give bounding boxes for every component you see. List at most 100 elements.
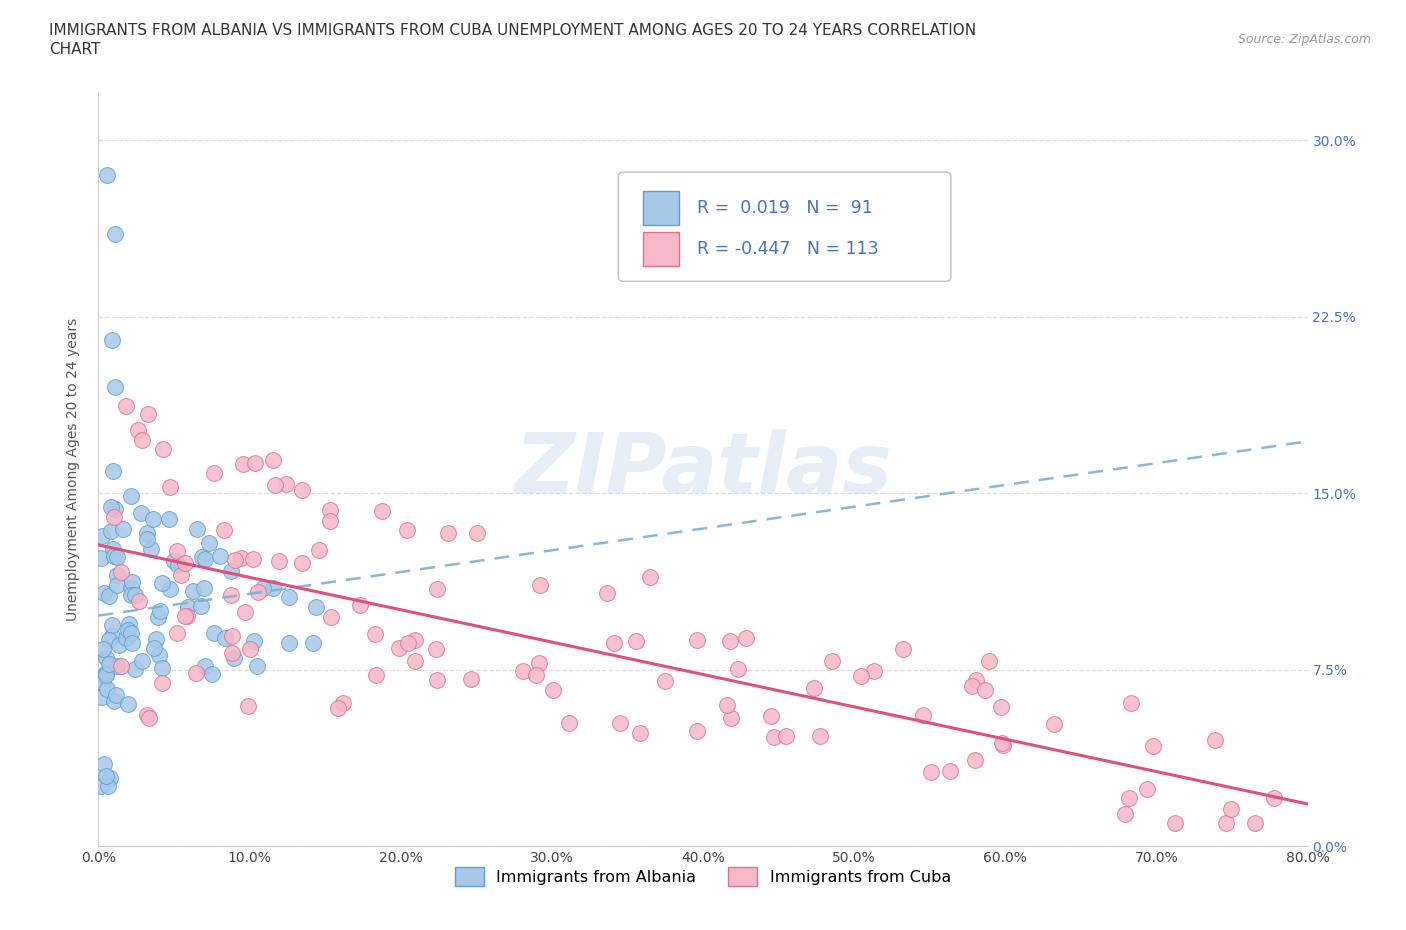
Point bbox=[100, 524, 122, 538]
Point bbox=[1043, 716, 1066, 731]
Point bbox=[166, 544, 188, 559]
Point bbox=[136, 525, 159, 540]
Point bbox=[135, 708, 157, 723]
Point bbox=[90, 551, 112, 565]
Point bbox=[425, 642, 447, 657]
Point bbox=[326, 700, 349, 715]
Point bbox=[157, 512, 180, 527]
Point bbox=[104, 502, 127, 517]
Point bbox=[150, 661, 173, 676]
Point bbox=[110, 565, 132, 579]
Point bbox=[718, 633, 741, 648]
Point bbox=[233, 604, 256, 619]
Point bbox=[529, 656, 551, 671]
Point bbox=[965, 753, 987, 768]
Point bbox=[104, 687, 127, 702]
Point bbox=[131, 432, 153, 447]
Point bbox=[93, 757, 115, 772]
Point bbox=[763, 729, 786, 744]
Point bbox=[821, 654, 844, 669]
Point bbox=[1204, 733, 1226, 748]
Point bbox=[93, 586, 115, 601]
Point bbox=[274, 477, 297, 492]
Point bbox=[1136, 782, 1159, 797]
Point bbox=[426, 672, 449, 687]
Point bbox=[247, 584, 270, 599]
Point bbox=[727, 661, 749, 676]
Point bbox=[100, 333, 122, 348]
Point bbox=[121, 635, 143, 650]
Point bbox=[221, 629, 243, 644]
Point bbox=[977, 654, 1000, 669]
Point bbox=[121, 575, 143, 590]
Point bbox=[808, 729, 831, 744]
Point bbox=[97, 657, 120, 671]
Point bbox=[404, 653, 426, 668]
Point bbox=[319, 513, 342, 528]
Point bbox=[149, 604, 172, 618]
Text: R = -0.447   N = 113: R = -0.447 N = 113 bbox=[697, 240, 879, 258]
Point bbox=[115, 631, 138, 645]
Point bbox=[120, 587, 142, 602]
Legend: Immigrants from Albania, Immigrants from Cuba: Immigrants from Albania, Immigrants from… bbox=[449, 860, 957, 893]
Point bbox=[735, 631, 758, 645]
Point bbox=[720, 711, 742, 725]
Point bbox=[101, 542, 124, 557]
Point bbox=[136, 531, 159, 546]
Point bbox=[94, 668, 117, 683]
Point bbox=[100, 500, 122, 515]
Point bbox=[197, 536, 219, 551]
Point bbox=[131, 654, 153, 669]
Point bbox=[214, 631, 236, 645]
Point bbox=[404, 633, 426, 648]
Point bbox=[94, 650, 117, 665]
Point bbox=[628, 725, 651, 740]
Point bbox=[638, 569, 661, 584]
Point bbox=[212, 523, 235, 538]
Point bbox=[150, 675, 173, 690]
Point bbox=[232, 457, 254, 472]
Point bbox=[110, 658, 132, 673]
Point bbox=[105, 567, 128, 582]
Point bbox=[148, 609, 170, 624]
Point bbox=[465, 525, 488, 540]
Point bbox=[101, 618, 124, 632]
Point bbox=[364, 668, 387, 683]
Point bbox=[654, 673, 676, 688]
Point bbox=[219, 564, 242, 578]
Point bbox=[437, 526, 460, 541]
Point bbox=[624, 633, 647, 648]
Point bbox=[863, 664, 886, 679]
Point bbox=[396, 523, 419, 538]
Point bbox=[162, 553, 184, 568]
Point bbox=[686, 632, 709, 647]
Point bbox=[609, 716, 631, 731]
Point bbox=[159, 581, 181, 596]
Point bbox=[803, 681, 825, 696]
Point bbox=[105, 578, 128, 592]
Point bbox=[191, 550, 214, 565]
Point bbox=[96, 682, 118, 697]
Point bbox=[221, 587, 243, 602]
Point bbox=[236, 698, 259, 713]
Point bbox=[141, 541, 163, 556]
Point bbox=[371, 503, 394, 518]
Point bbox=[159, 480, 181, 495]
Point bbox=[221, 645, 243, 660]
Point bbox=[1119, 696, 1142, 711]
Text: ZIPatlas: ZIPatlas bbox=[515, 429, 891, 511]
Point bbox=[243, 633, 266, 648]
Point bbox=[965, 672, 987, 687]
Point bbox=[202, 465, 225, 480]
Point bbox=[103, 694, 125, 709]
Point bbox=[124, 588, 146, 603]
Point bbox=[558, 715, 581, 730]
Point bbox=[246, 658, 269, 673]
Point bbox=[136, 406, 159, 421]
Point bbox=[1114, 806, 1136, 821]
Point bbox=[993, 737, 1015, 752]
Point bbox=[1164, 816, 1187, 830]
Text: R =  0.019   N =  91: R = 0.019 N = 91 bbox=[697, 198, 873, 217]
Point bbox=[97, 632, 120, 647]
Point bbox=[94, 769, 117, 784]
